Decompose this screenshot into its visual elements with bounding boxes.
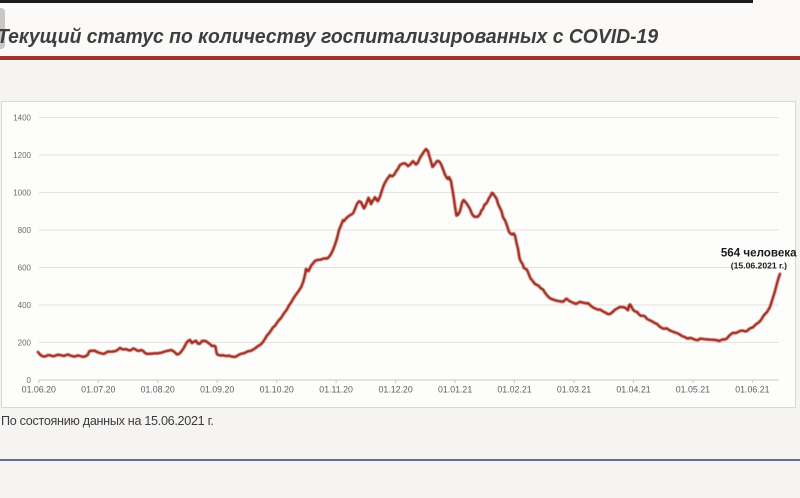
svg-text:01.05.21: 01.05.21: [676, 385, 710, 395]
svg-text:01.04.21: 01.04.21: [616, 385, 650, 395]
svg-text:600: 600: [18, 263, 32, 272]
svg-text:1000: 1000: [13, 188, 31, 197]
svg-text:01.06.21: 01.06.21: [735, 385, 769, 395]
svg-text:01.06.20: 01.06.20: [22, 385, 56, 395]
svg-text:01.11.20: 01.11.20: [319, 385, 353, 395]
svg-text:01.10.20: 01.10.20: [260, 385, 294, 395]
svg-text:1200: 1200: [13, 151, 31, 160]
svg-text:01.01.21: 01.01.21: [438, 385, 472, 395]
svg-text:01.08.20: 01.08.20: [141, 385, 175, 395]
svg-text:0: 0: [27, 376, 32, 385]
svg-text:564 человека: 564 человека: [721, 247, 797, 260]
svg-text:200: 200: [18, 338, 32, 347]
svg-text:01.09.20: 01.09.20: [200, 385, 234, 395]
svg-text:01.12.20: 01.12.20: [378, 385, 412, 395]
svg-text:400: 400: [18, 301, 32, 310]
svg-text:(15.06.2021 г.): (15.06.2021 г.): [731, 261, 787, 271]
svg-text:01.07.20: 01.07.20: [81, 385, 115, 395]
svg-text:01.03.21: 01.03.21: [557, 385, 591, 395]
svg-text:1400: 1400: [13, 113, 31, 122]
svg-text:800: 800: [18, 226, 32, 235]
svg-text:01.02.21: 01.02.21: [497, 385, 531, 395]
